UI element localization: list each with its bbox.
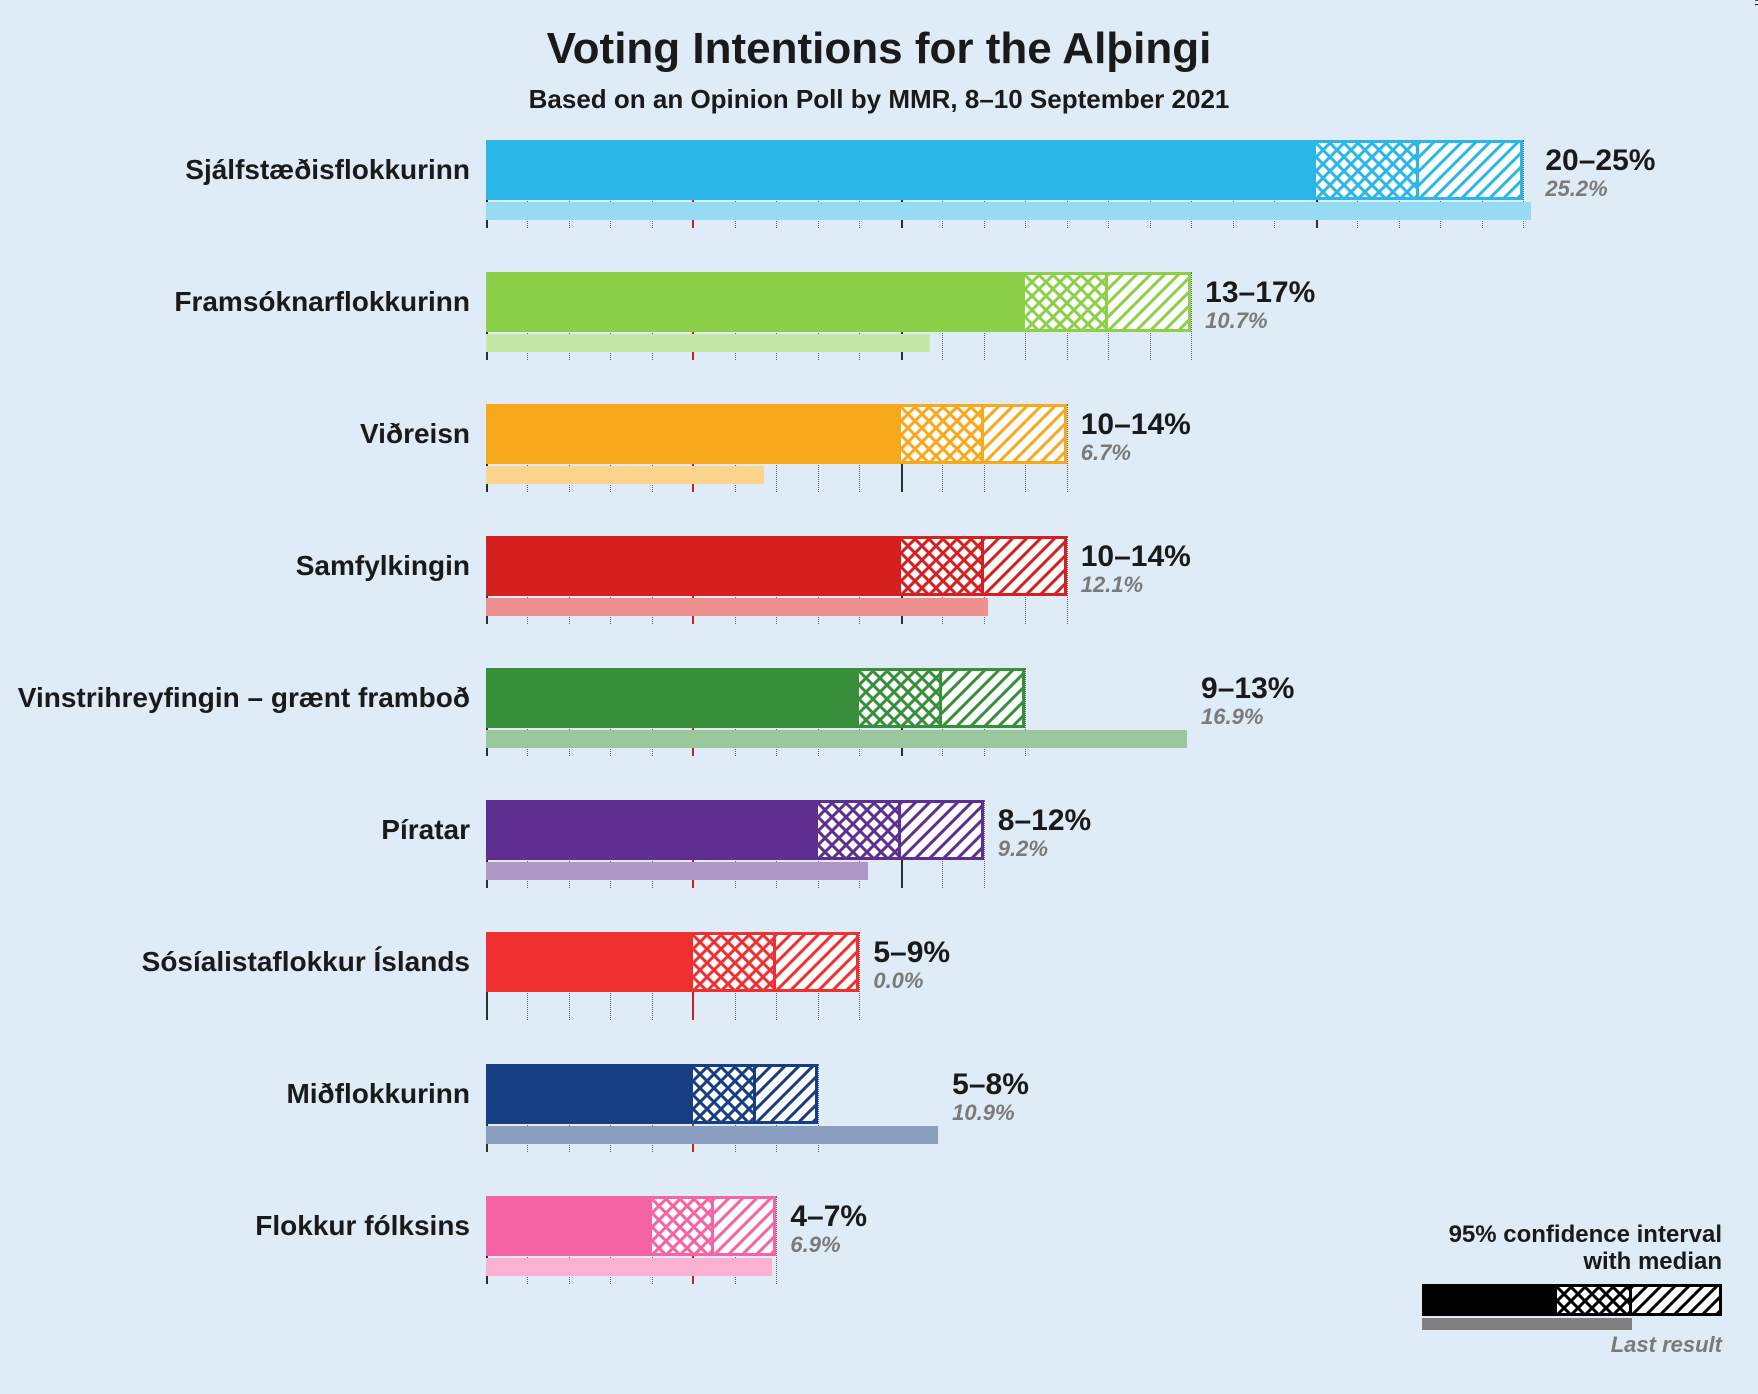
party-label: Samfylkingin [296,550,470,582]
ci-bar-solid [486,668,859,728]
pct-range-label: 20–25% [1545,144,1655,178]
last-result-label: 6.7% [1081,440,1131,466]
bar-area: 5–9%0.0% [486,932,1606,1020]
legend-last-bar [1422,1318,1632,1330]
ci-bar-lower [901,536,984,596]
bar-area: 5–8%10.9% [486,1064,1606,1152]
pct-range-label: 4–7% [790,1200,867,1234]
pct-range-label: 13–17% [1205,276,1315,310]
bar-area: 13–17%10.7% [486,272,1606,360]
legend-title: 95% confidence interval with median [1422,1221,1722,1276]
legend-ci-upper [1632,1284,1722,1316]
last-result-bar [486,466,764,484]
ci-bar-upper [756,1064,818,1124]
last-result-bar [486,202,1531,220]
ci-bar-solid [486,1064,693,1124]
party-row: Sósíalistaflokkur Íslands 5–9%0.0% [0,932,1758,1020]
voting-intentions-chart: Sjálfstæðisflokkurinn 20–25%25.2% Framsókn… [0,140,1758,1370]
bar-area: 9–13%16.9% [486,668,1606,756]
page-subtitle: Based on an Opinion Poll by MMR, 8–10 Se… [0,84,1758,115]
last-result-bar [486,862,868,880]
last-result-label: 10.9% [952,1100,1014,1126]
ci-bar-solid [486,536,901,596]
pct-range-label: 5–8% [952,1068,1029,1102]
ci-bar-lower [652,1196,714,1256]
bar-area: 10–14%6.7% [486,404,1606,492]
party-label: Framsóknarflokkurinn [174,286,470,318]
party-row: Viðreisn 10–14%6.7% [0,404,1758,492]
ci-bar-upper [901,800,984,860]
pct-range-label: 10–14% [1081,540,1191,574]
grid-minor [1067,536,1068,624]
legend-bar [1422,1284,1722,1330]
grid-minor [984,800,985,888]
party-label: Píratar [381,814,470,846]
ci-bar-lower [1316,140,1420,200]
ci-bar-solid [486,140,1316,200]
ci-bar-upper [984,536,1067,596]
bar-area: 8–12%9.2% [486,800,1606,888]
pct-range-label: 8–12% [998,804,1091,838]
pct-range-label: 5–9% [873,936,950,970]
grid-minor [859,932,860,1020]
ci-bar-upper [1108,272,1191,332]
party-row: Framsóknarflokkurinn 13–17%10.7% [0,272,1758,360]
pct-range-label: 10–14% [1081,408,1191,442]
party-label: Vinstrihreyfingin – grænt framboð [18,682,470,714]
ci-bar-upper [942,668,1025,728]
ci-bar-lower [818,800,901,860]
last-result-label: 10.7% [1205,308,1267,334]
party-row: Sjálfstæðisflokkurinn 20–25%25.2% [0,140,1758,228]
ci-bar-upper [714,1196,776,1256]
party-label: Viðreisn [360,418,470,450]
ci-bar-lower [693,932,776,992]
ci-bar-lower [901,404,984,464]
last-result-label: 6.9% [790,1232,840,1258]
ci-bar-upper [1419,140,1523,200]
last-result-label: 9.2% [998,836,1048,862]
grid-minor [1067,404,1068,492]
ci-bar-solid [486,272,1025,332]
pct-range-label: 9–13% [1201,672,1294,706]
party-row: Píratar 8–12%9.2% [0,800,1758,888]
grid-minor [776,1196,777,1284]
party-label: Miðflokkurinn [286,1078,470,1110]
bar-area: 10–14%12.1% [486,536,1606,624]
last-result-label: 0.0% [873,968,923,994]
last-result-bar [486,1258,772,1276]
last-result-bar [486,730,1187,748]
grid-minor [1191,272,1192,360]
ci-bar-solid [486,1196,652,1256]
ci-bar-solid [486,800,818,860]
last-result-label: 16.9% [1201,704,1263,730]
ci-bar-lower [859,668,942,728]
ci-bar-solid [486,404,901,464]
party-row: Vinstrihreyfingin – grænt framboð 9–13%16… [0,668,1758,756]
last-result-bar [486,334,930,352]
ci-bar-upper [984,404,1067,464]
legend: 95% confidence interval with median Last… [1422,1221,1722,1358]
legend-ci-solid [1422,1284,1557,1316]
party-row: Samfylkingin 10–14%12.1% [0,536,1758,624]
ci-bar-lower [1025,272,1108,332]
last-result-bar [486,598,988,616]
copyright: © 2021 Filip van Laenen [1752,0,1758,6]
party-label: Sósíalistaflokkur Íslands [142,946,470,978]
bar-area: 20–25%25.2% [486,140,1606,228]
last-result-label: 25.2% [1545,176,1607,202]
page-title: Voting Intentions for the Alþingi [0,24,1758,74]
party-label: Sjálfstæðisflokkurinn [185,154,470,186]
ci-bar-upper [776,932,859,992]
last-result-label: 12.1% [1081,572,1143,598]
party-label: Flokkur fólksins [255,1210,470,1242]
legend-last-result-label: Last result [1422,1332,1722,1358]
party-row: Miðflokkurinn 5–8%10.9% [0,1064,1758,1152]
ci-bar-solid [486,932,693,992]
legend-ci-lower [1557,1284,1632,1316]
ci-bar-lower [693,1064,755,1124]
last-result-bar [486,1126,938,1144]
